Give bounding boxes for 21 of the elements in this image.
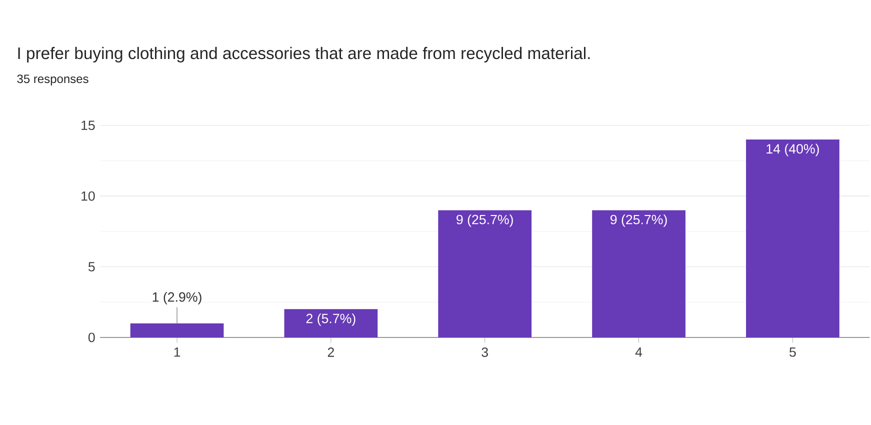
y-tick-label: 5 [88,262,95,272]
data-label: 9 (25.7%) [610,214,667,227]
bar [130,323,224,338]
x-tick-label: 2 [328,347,334,357]
data-label: 14 (40%) [766,144,819,156]
x-tick-label: 1 [174,347,180,356]
bar [746,139,840,338]
y-tick-label: 10 [82,191,95,201]
bar [592,210,686,338]
y-tick-label: 15 [82,120,95,130]
data-label: 2 (5.7%) [306,313,356,326]
data-label: 1 (2.9%) [152,292,202,304]
x-tick-label: 4 [635,347,642,356]
bar [284,308,378,338]
bar [438,210,532,338]
x-tick-label: 3 [482,347,488,357]
data-label: 9 (25.7%) [456,214,513,227]
chart-subtitle: 35 responses [17,74,88,86]
x-tick-label: 5 [790,347,796,357]
y-tick-label: 0 [88,332,95,342]
chart-title: I prefer buying clothing and accessories that are made from recycled material. [18,46,590,62]
